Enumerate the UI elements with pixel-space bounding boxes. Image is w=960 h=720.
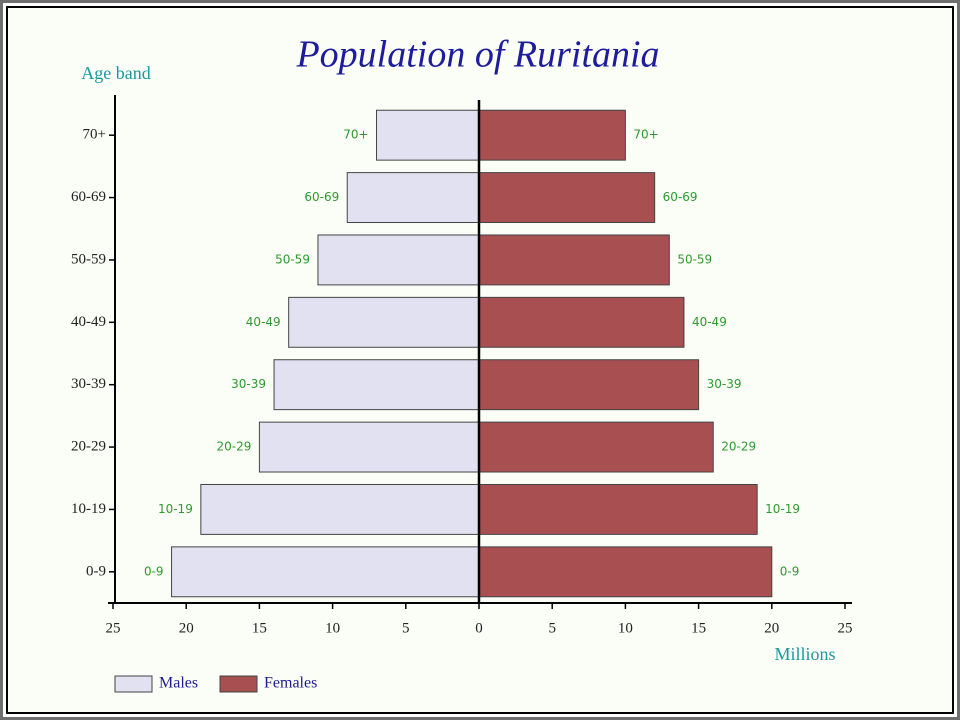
data-label: 50-59	[275, 252, 310, 266]
x-tick-label: 5	[402, 620, 410, 636]
x-tick-label: 25	[106, 620, 121, 636]
data-label: 50-59	[677, 252, 712, 266]
bar	[478, 483, 758, 535]
bar	[258, 421, 480, 473]
y-tick-label: 30-39	[71, 376, 106, 392]
data-label: 20-29	[721, 440, 756, 454]
data-label: 70+	[633, 128, 658, 142]
bar	[478, 296, 685, 348]
data-label: 40-49	[692, 315, 727, 329]
x-tick-label: 10	[618, 620, 633, 636]
data-label: 30-39	[231, 377, 266, 391]
bar	[346, 172, 480, 224]
bar	[478, 546, 773, 598]
x-tick-label: 15	[691, 620, 706, 636]
bar	[288, 296, 480, 348]
data-label: 0-9	[780, 564, 800, 578]
data-label: 70+	[343, 128, 368, 142]
x-tick-label: 10	[325, 620, 340, 636]
y-tick-label: 20-29	[71, 439, 106, 455]
y-tick-label: 50-59	[71, 251, 106, 267]
bar	[200, 483, 480, 535]
x-tick-label: 5	[548, 620, 556, 636]
bar	[171, 546, 480, 598]
x-tick-label: 25	[838, 620, 853, 636]
x-tick-label: 15	[252, 620, 267, 636]
bar	[478, 172, 656, 224]
y-tick-label: 70+	[83, 127, 106, 143]
x-axis-title: Millions	[774, 644, 835, 664]
x-tick-label: 20	[764, 620, 779, 636]
legend-label: Females	[264, 675, 317, 692]
x-tick-label: 0	[475, 620, 483, 636]
bar	[478, 359, 700, 411]
bar	[273, 359, 480, 411]
legend-swatch	[114, 675, 153, 693]
data-label: 60-69	[663, 190, 698, 204]
chart-title: Population of Ruritania	[295, 34, 659, 76]
legend-swatch	[219, 675, 258, 693]
y-axis-title: Age band	[81, 63, 150, 83]
y-tick-label: 10-19	[71, 501, 106, 517]
legend-label: Males	[159, 675, 198, 692]
data-label: 0-9	[144, 564, 164, 578]
bar	[478, 421, 714, 473]
bar	[478, 234, 670, 286]
bar	[478, 109, 626, 161]
y-tick-label: 40-49	[71, 314, 106, 330]
x-tick-label: 20	[179, 620, 194, 636]
y-tick-label: 0-9	[86, 563, 106, 579]
data-label: 60-69	[304, 190, 339, 204]
data-label: 40-49	[246, 315, 281, 329]
data-label: 20-29	[217, 440, 252, 454]
bar	[317, 234, 480, 286]
y-tick-label: 60-69	[71, 189, 106, 205]
data-label: 30-39	[707, 377, 742, 391]
data-label: 10-19	[158, 502, 193, 516]
bar	[376, 109, 480, 161]
data-label: 10-19	[765, 502, 800, 516]
